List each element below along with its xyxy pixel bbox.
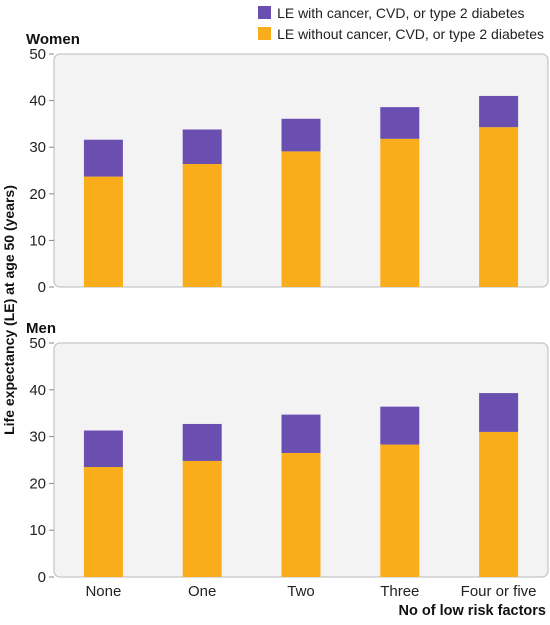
y-tick-label-men: 50 — [29, 335, 46, 352]
y-axis-label: Life expectancy (LE) at age 50 (years) — [1, 185, 17, 435]
y-tick-label-women: 20 — [29, 186, 46, 203]
panel-title-men: Men — [26, 320, 56, 337]
bar-men-without — [479, 431, 519, 577]
panel-title-women: Women — [26, 31, 80, 48]
y-tick-label-men: 10 — [29, 522, 46, 539]
bar-women-without — [380, 138, 420, 287]
bar-men-without — [83, 467, 123, 577]
y-tick-label-men: 0 — [38, 569, 46, 586]
bar-women-without — [281, 151, 321, 287]
y-tick-label-men: 20 — [29, 475, 46, 492]
y-tick-label-women: 10 — [29, 232, 46, 249]
bar-women-with — [83, 139, 123, 177]
bar-women-with — [281, 118, 321, 152]
legend-item-with: LE with cancer, CVD, or type 2 diabetes — [258, 2, 544, 23]
legend-label-without: LE without cancer, CVD, or type 2 diabet… — [277, 25, 544, 42]
bar-men-with — [182, 423, 222, 461]
x-tick-label: None — [85, 583, 121, 600]
bar-women-without — [182, 163, 222, 287]
x-tick-label: Two — [287, 583, 315, 600]
bar-women-with — [182, 129, 222, 164]
bar-men-without — [182, 460, 222, 577]
bar-men-without — [380, 444, 420, 577]
x-tick-label: Three — [380, 583, 419, 600]
y-tick-label-women: 50 — [29, 46, 46, 63]
bar-women-with — [479, 95, 519, 128]
legend-item-without: LE without cancer, CVD, or type 2 diabet… — [258, 23, 544, 44]
bar-women-without — [479, 127, 519, 287]
bar-men-with — [380, 406, 420, 445]
bar-men-with — [479, 393, 519, 432]
bar-men-with — [83, 430, 123, 468]
x-tick-label: Four or five — [461, 583, 537, 600]
y-tick-label-women: 30 — [29, 139, 46, 156]
legend-swatch-without — [258, 27, 272, 40]
legend: LE with cancer, CVD, or type 2 diabetes … — [258, 2, 544, 44]
x-axis-label: No of low risk factors — [398, 603, 546, 619]
legend-swatch-with — [258, 6, 272, 19]
y-tick-label-men: 40 — [29, 382, 46, 399]
bar-men-with — [281, 414, 321, 453]
bar-men-without — [281, 452, 321, 577]
legend-label-with: LE with cancer, CVD, or type 2 diabetes — [277, 4, 525, 21]
x-tick-label: One — [188, 583, 216, 600]
y-tick-label-men: 30 — [29, 429, 46, 446]
bar-women-without — [83, 176, 123, 287]
y-tick-label-women: 0 — [38, 279, 46, 296]
y-tick-label-women: 40 — [29, 93, 46, 110]
bar-women-with — [380, 107, 420, 139]
